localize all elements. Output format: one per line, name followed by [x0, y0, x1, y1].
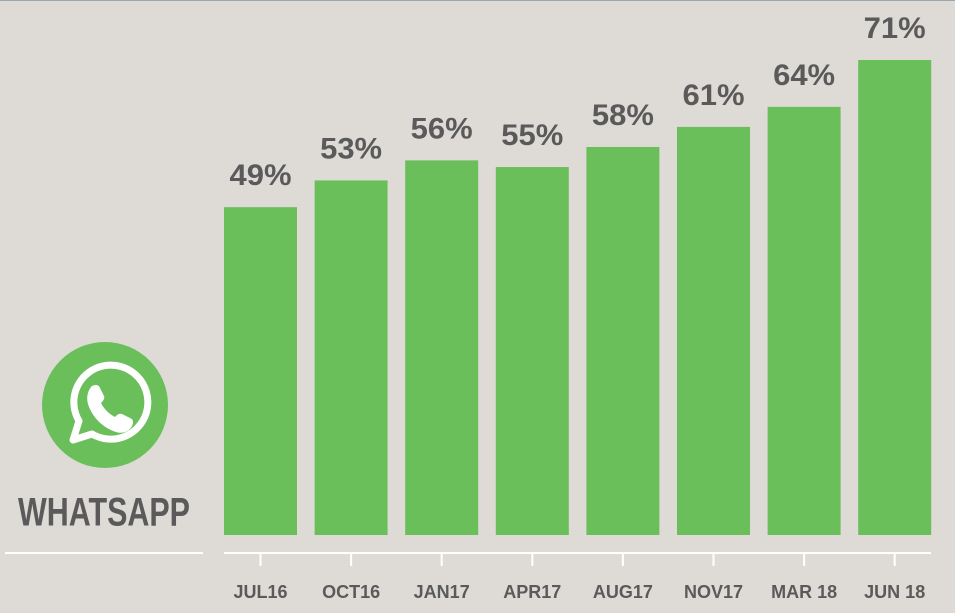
x-tick-label: JUN 18: [864, 582, 925, 602]
icon-bubble: [69, 361, 152, 444]
x-tick-label: MAR 18: [771, 582, 837, 602]
whatsapp-icon: [42, 342, 168, 468]
bar: [858, 60, 932, 535]
value-label: 64%: [773, 59, 835, 92]
value-label: 61%: [683, 79, 745, 112]
x-tick-label: AUG17: [593, 582, 653, 602]
value-label: 55%: [501, 119, 563, 152]
value-label: 49%: [230, 159, 292, 192]
x-tick-label: APR17: [503, 582, 561, 602]
x-tick-label: JUL16: [233, 582, 287, 602]
value-label: 58%: [592, 99, 654, 132]
bar: [405, 160, 479, 536]
value-label: 56%: [411, 112, 473, 145]
bar: [677, 126, 750, 535]
x-tick-label: NOV17: [684, 582, 743, 602]
value-label: 53%: [320, 132, 382, 165]
bar: [314, 180, 388, 535]
value-label: 71%: [864, 12, 926, 45]
bar: [224, 207, 297, 535]
chart-title: WHATSAPP: [18, 491, 190, 535]
icon-phone: [87, 384, 134, 433]
bar: [495, 167, 569, 536]
bar: [586, 146, 660, 536]
bar: [767, 106, 841, 535]
x-tick-label: JAN17: [414, 582, 470, 602]
x-tick-label: OCT16: [322, 582, 380, 602]
